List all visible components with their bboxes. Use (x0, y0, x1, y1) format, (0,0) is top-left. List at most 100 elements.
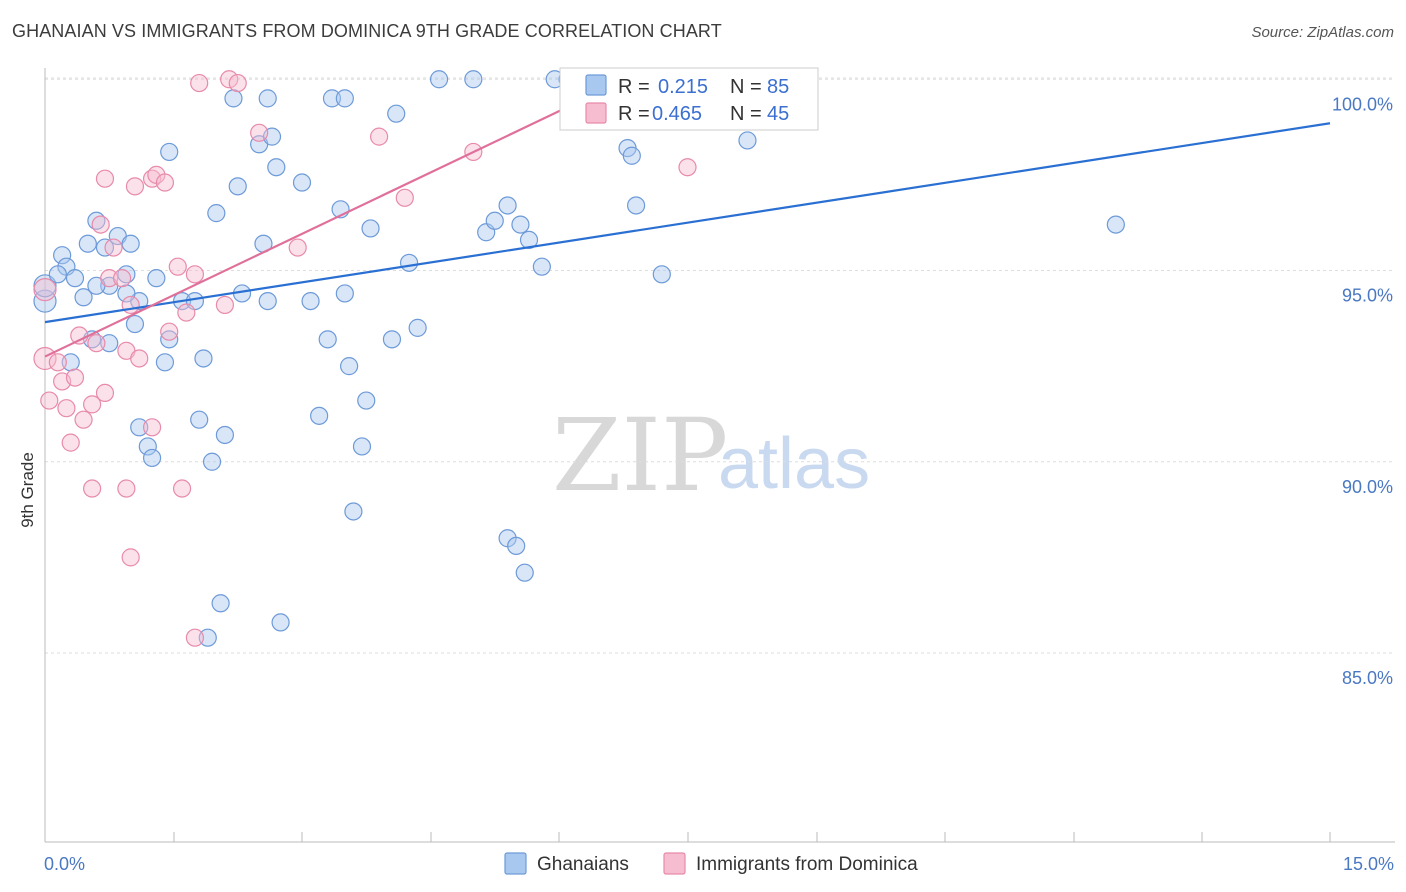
dominica-point (121, 548, 140, 567)
dominica-point (172, 479, 192, 498)
ghanaians-point (138, 437, 157, 456)
ghanaians-point (652, 265, 671, 284)
watermark: ZIP atlas (552, 397, 870, 514)
ghanaians-point (147, 269, 166, 288)
dominica-point (177, 303, 196, 322)
ghanaians-point (271, 613, 290, 632)
ghanaians-point (622, 146, 641, 165)
y-tick-labels: 85.0% 90.0% 95.0% 100.0% (1332, 94, 1393, 688)
dominica-point (395, 188, 414, 207)
ghanaians-point (267, 158, 286, 177)
stats-r-label-2: R = (618, 103, 650, 125)
stats-legend-swatch-dominica (585, 102, 607, 124)
stats-r-value-1: 0.215 (658, 76, 708, 98)
ghanaians-point (511, 215, 530, 234)
dominica-point (83, 395, 102, 414)
dominica-point (220, 70, 239, 89)
dominica-point (185, 265, 205, 284)
y-axis-label: 9th Grade (18, 452, 37, 528)
dominica-point (95, 383, 115, 402)
x-tick-label: 0.0% (44, 854, 85, 874)
ghanaians-point (301, 292, 320, 311)
legend-swatch-ghanaians (504, 852, 527, 875)
dominica-point (185, 628, 205, 647)
dominica-point (100, 269, 119, 288)
dominica-point (125, 177, 145, 196)
axes (44, 68, 1395, 843)
dominica-point (168, 257, 187, 276)
y-tick-label: 85.0% (1342, 668, 1393, 688)
ghanaians-point (74, 288, 93, 307)
y-tick-label: 100.0% (1332, 94, 1393, 114)
ghanaians-point (318, 330, 337, 349)
ghanaians-point (130, 418, 149, 437)
ghanaians-point (142, 448, 162, 468)
dominica-point (65, 368, 85, 387)
ghanaians-point (387, 104, 406, 123)
ghanaians-point (224, 89, 243, 108)
y-tick-label: 95.0% (1342, 286, 1393, 306)
ghanaians-point (519, 230, 539, 249)
ghanaians-point (322, 89, 342, 108)
ghanaians-point (464, 70, 483, 89)
dominica-point (61, 433, 80, 452)
dominica-trend-line (44, 89, 603, 358)
watermark-zip: ZIP (552, 397, 728, 514)
ghanaians-point (335, 89, 354, 108)
dominica-point (190, 73, 209, 93)
ghanaians-point (202, 452, 222, 471)
stats-n-value-2: 45 (767, 103, 789, 125)
ghanaians-point (340, 357, 359, 376)
stats-r-label-1: R = (618, 76, 650, 98)
dominica-point (250, 123, 269, 142)
gridlines (45, 77, 1395, 654)
ghanaians-point (382, 330, 402, 349)
dominica-point (215, 295, 234, 315)
ghanaians-point (125, 314, 145, 334)
ghanaians-point (344, 502, 363, 521)
ghanaians-point (215, 425, 234, 445)
dominica-point (87, 334, 106, 353)
stats-n-label-2: N = (730, 103, 762, 125)
dominica-point (130, 349, 149, 368)
dominica-point (288, 238, 307, 257)
bottom-legend: Ghanaians Immigrants from Dominica (504, 852, 918, 875)
ghanaians-point (335, 284, 354, 303)
y-tick-label: 90.0% (1342, 477, 1393, 497)
ghanaians-point (198, 628, 217, 647)
ghanaians-point (258, 89, 277, 108)
ghanaians-point (738, 131, 757, 150)
dominica-point (142, 418, 162, 437)
legend-label-ghanaians: Ghanaians (537, 854, 629, 875)
dominica-points (33, 70, 697, 647)
ghanaians-trend-line (44, 122, 1331, 324)
dominica-point (228, 73, 247, 93)
stats-legend-swatch-ghanaians (585, 74, 607, 96)
dominica-point (678, 158, 697, 177)
dominica-point (370, 127, 389, 146)
stats-n-value-1: 85 (767, 76, 789, 98)
source-label: Source: ZipAtlas.com (1251, 24, 1394, 41)
dominica-point (57, 399, 76, 418)
ghanaians-point (48, 265, 67, 284)
dominica-point (48, 353, 67, 372)
ghanaians-point (498, 196, 517, 215)
stats-n-label-1: N = (730, 76, 762, 98)
ghanaians-point (485, 211, 504, 230)
ghanaians-point (160, 142, 179, 162)
ghanaians-point (408, 318, 427, 337)
x-tick-labels: 0.0% 15.0% (44, 854, 1394, 874)
ghanaians-point (155, 353, 175, 372)
stats-r-value-2: 0.465 (652, 103, 702, 125)
ghanaians-point (429, 70, 449, 89)
ghanaians-points (33, 70, 1125, 647)
dominica-point (117, 479, 136, 498)
dominica-point (112, 269, 132, 288)
dominica-point (104, 238, 123, 257)
legend-swatch-dominica (663, 852, 686, 875)
trend-lines (44, 89, 1331, 358)
ghanaians-point (100, 334, 119, 353)
ghanaians-point (65, 269, 85, 288)
dominica-point (40, 391, 59, 410)
ghanaians-point (399, 253, 419, 272)
